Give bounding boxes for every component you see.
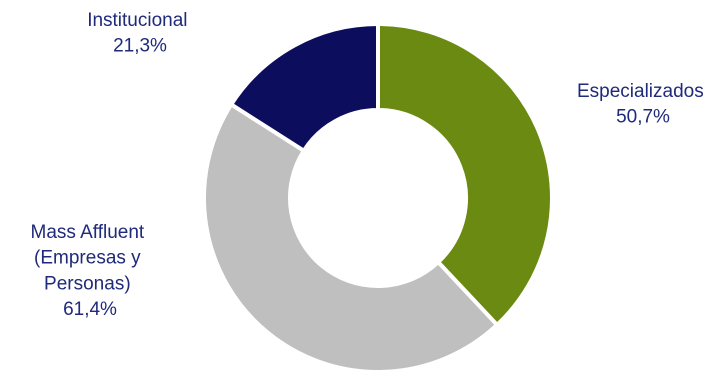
slice-mass-affluent-empresas-y-personas xyxy=(202,101,500,371)
label-mass-affluent-line-1: Mass Affluent xyxy=(31,222,145,243)
slice-institucional xyxy=(228,21,380,154)
label-institucional-line-1: Institucional xyxy=(87,10,187,31)
label-especializados-value: 50,7% xyxy=(616,107,670,128)
label-mass-affluent-value: 61,4% xyxy=(63,299,117,320)
label-mass-affluent-line-2: (Empresas y xyxy=(34,248,141,269)
chart-labels: Especializados 50,7% Mass Affluent (Empr… xyxy=(31,10,709,320)
label-institucional: Institucional 21,3% xyxy=(87,10,193,57)
label-institucional-value: 21,3% xyxy=(113,36,167,57)
label-mass-affluent: Mass Affluent (Empresas y Personas) 61,4… xyxy=(31,222,150,320)
label-mass-affluent-line-3: Personas) xyxy=(44,273,131,294)
label-especializados: Especializados 50,7% xyxy=(577,81,709,128)
slice-especializados xyxy=(376,21,554,328)
chart-slices xyxy=(202,21,554,371)
label-especializados-line-1: Especializados xyxy=(577,81,704,102)
